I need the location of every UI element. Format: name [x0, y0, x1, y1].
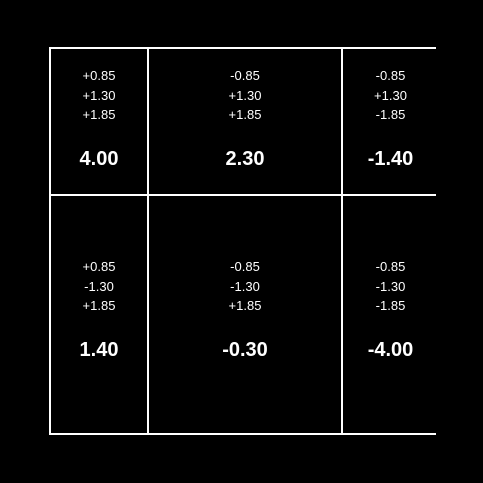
cell-top-right: -0.85 +1.30 -1.85 -1.40 [343, 49, 438, 194]
term: +1.30 [82, 87, 116, 103]
term: -1.30 [230, 278, 260, 294]
term: -0.85 [230, 259, 260, 274]
term-list: -0.85 +1.30 -1.85 [343, 66, 438, 125]
cell-total: -0.30 [222, 339, 268, 361]
term: +0.85 [82, 68, 116, 83]
cell-total: 4.00 [79, 148, 119, 170]
term: +1.30 [374, 87, 407, 103]
term: -0.85 [375, 259, 406, 274]
term: -1.30 [375, 278, 406, 294]
term-list: -0.85 -1.30 -1.85 [343, 257, 438, 316]
value-grid: +0.85 +1.30 +1.85 4.00 -0.85 +1.30 +1.85… [49, 47, 438, 435]
term: -0.85 [375, 68, 406, 83]
term: -0.85 [230, 68, 260, 83]
term: +0.85 [82, 259, 116, 274]
cell-bottom-right: -0.85 -1.30 -1.85 -4.00 [343, 196, 438, 433]
term: +1.85 [82, 298, 116, 313]
term-list: -0.85 +1.30 +1.85 [149, 66, 341, 125]
term: +1.85 [228, 107, 262, 122]
cell-total: 2.30 [225, 148, 265, 170]
term: +1.30 [228, 87, 262, 103]
term: -1.85 [375, 107, 406, 122]
term-list: +0.85 -1.30 +1.85 [51, 257, 147, 316]
term-list: +0.85 +1.30 +1.85 [51, 66, 147, 125]
term: -1.30 [84, 278, 114, 294]
cell-total: 1.40 [79, 339, 119, 361]
cell-bottom-left: +0.85 -1.30 +1.85 1.40 [51, 196, 147, 433]
cell-total: -4.00 [367, 339, 414, 361]
term: -1.85 [375, 298, 406, 313]
cell-top-left: +0.85 +1.30 +1.85 4.00 [51, 49, 147, 194]
term-list: -0.85 -1.30 +1.85 [149, 257, 341, 316]
term: +1.85 [82, 107, 116, 122]
term: +1.85 [228, 298, 262, 313]
cell-top-middle: -0.85 +1.30 +1.85 2.30 [149, 49, 341, 194]
cell-total: -1.40 [367, 148, 414, 170]
cell-bottom-middle: -0.85 -1.30 +1.85 -0.30 [149, 196, 341, 433]
